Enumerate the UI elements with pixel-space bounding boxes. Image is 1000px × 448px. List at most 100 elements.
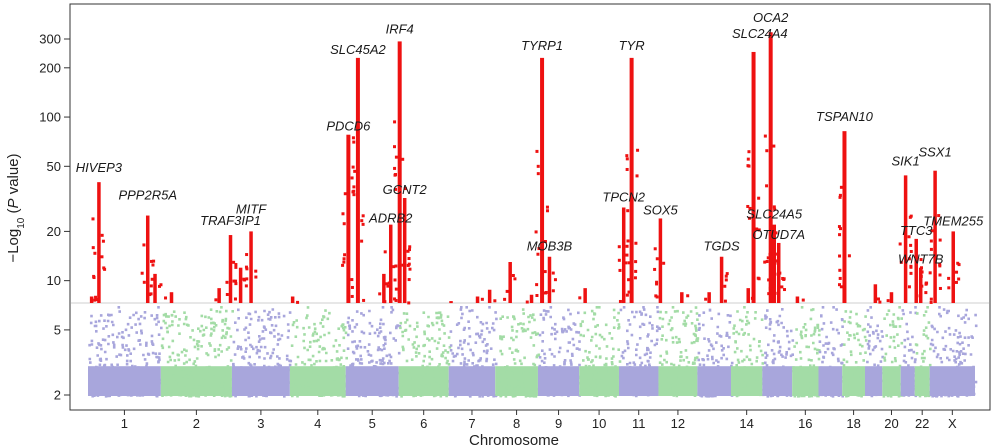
peak-point [234, 279, 238, 283]
chromosome-points-16 [792, 306, 821, 398]
peak-point [765, 149, 769, 153]
peak-point [838, 254, 842, 258]
peak-point [362, 298, 366, 302]
peak-point [763, 260, 767, 264]
y-tick-label-2: 2 [54, 388, 61, 403]
x-tick-label-chr-X: X [948, 416, 957, 431]
peak-point [909, 271, 913, 275]
chromosome-points-1 [88, 306, 163, 398]
peak-point [152, 259, 156, 263]
peak-point [655, 280, 659, 284]
peak-point [757, 228, 761, 232]
chromosome-points-9 [537, 306, 581, 398]
peak-point [537, 247, 541, 251]
peak-point [957, 277, 961, 281]
peak-column [583, 288, 587, 304]
x-axis-title: Chromosome [469, 432, 559, 448]
peak-point [767, 278, 771, 282]
peak-point [781, 276, 785, 280]
peak-point [766, 256, 770, 260]
chromosome-points-12 [658, 306, 700, 398]
peak-point [618, 299, 622, 303]
x-tick-label-chr-16: 16 [798, 416, 812, 431]
peak-point [907, 285, 911, 289]
peak-point [401, 157, 405, 161]
peak-point [947, 276, 951, 280]
significant-points-layer [89, 32, 961, 305]
chromosome-noise-15 [762, 308, 795, 398]
peak-point [756, 276, 760, 280]
peak-point [839, 285, 843, 289]
peak-point [535, 294, 539, 298]
peak-point [929, 297, 933, 301]
peak-ssx1 [928, 170, 942, 304]
peak-point [908, 215, 912, 219]
peak-column [776, 242, 781, 304]
chromosome-points-7 [448, 306, 498, 398]
peak-point [100, 255, 104, 259]
gene-label-mitf: MITF [236, 201, 267, 216]
peak-point [617, 258, 621, 262]
peak-point [341, 212, 345, 216]
peak-column [529, 294, 534, 304]
peak-point [383, 300, 387, 304]
peak-point [398, 249, 402, 253]
peak-point [876, 297, 880, 301]
chromosome-points-X [929, 306, 978, 398]
peak-point [234, 263, 238, 267]
peak-point [765, 260, 769, 264]
peak-column [169, 292, 174, 304]
gene-label-adrb2: ADRB2 [368, 211, 413, 226]
chromosome-noise-6 [399, 311, 452, 398]
peak-column [768, 32, 773, 304]
peak-point [783, 288, 787, 292]
chromosome-noise-12 [658, 306, 700, 398]
peak-point [225, 293, 229, 297]
chromosome-noise-2 [160, 306, 234, 398]
x-tick-label-chr-14: 14 [739, 416, 753, 431]
peak-point [929, 247, 933, 251]
peak-point [361, 222, 365, 226]
peak-chr16-35 [795, 296, 805, 304]
peak-point [768, 286, 772, 290]
chromosome-noise-18 [842, 310, 868, 398]
peak-point [101, 239, 105, 243]
peak-point [543, 270, 547, 274]
peak-point [254, 269, 258, 273]
x-tick-label-chr-6: 6 [420, 416, 427, 431]
gene-label-traf3ip1: TRAF3IP1 [200, 213, 261, 228]
peak-point [397, 290, 401, 294]
chromosome-noise-19 [865, 306, 885, 398]
peak-point [947, 286, 951, 290]
peak-point [898, 242, 902, 246]
peak-point [747, 216, 751, 220]
chromosome-noise-8 [495, 308, 541, 398]
peak-point [837, 225, 841, 229]
peak-tyr [624, 57, 640, 304]
peak-point [627, 278, 631, 282]
gene-label-tyr: TYR [619, 38, 645, 53]
chromosome-points-6 [398, 311, 452, 398]
peak-point [536, 164, 540, 168]
peak-chr10-23 [578, 288, 587, 304]
peak-sox5 [653, 218, 666, 304]
peak-point [350, 176, 354, 180]
peak-point [925, 281, 929, 285]
gene-label-sox5: SOX5 [643, 202, 678, 217]
peak-point [245, 253, 249, 257]
peak-point [148, 293, 152, 297]
x-tick-label-chr-12: 12 [671, 416, 685, 431]
peak-point [350, 285, 354, 289]
peak-column [933, 170, 937, 304]
peak-point [723, 299, 727, 303]
peak-otud7a [772, 242, 787, 304]
peak-point [747, 164, 751, 168]
peak-point [94, 295, 98, 299]
peak-point [763, 134, 767, 138]
peak-point [635, 174, 639, 178]
peak-point [232, 279, 236, 283]
peak-point [634, 269, 638, 273]
peak-point [150, 259, 154, 263]
peak-chr8-20 [525, 294, 534, 304]
peak-point [765, 184, 769, 188]
